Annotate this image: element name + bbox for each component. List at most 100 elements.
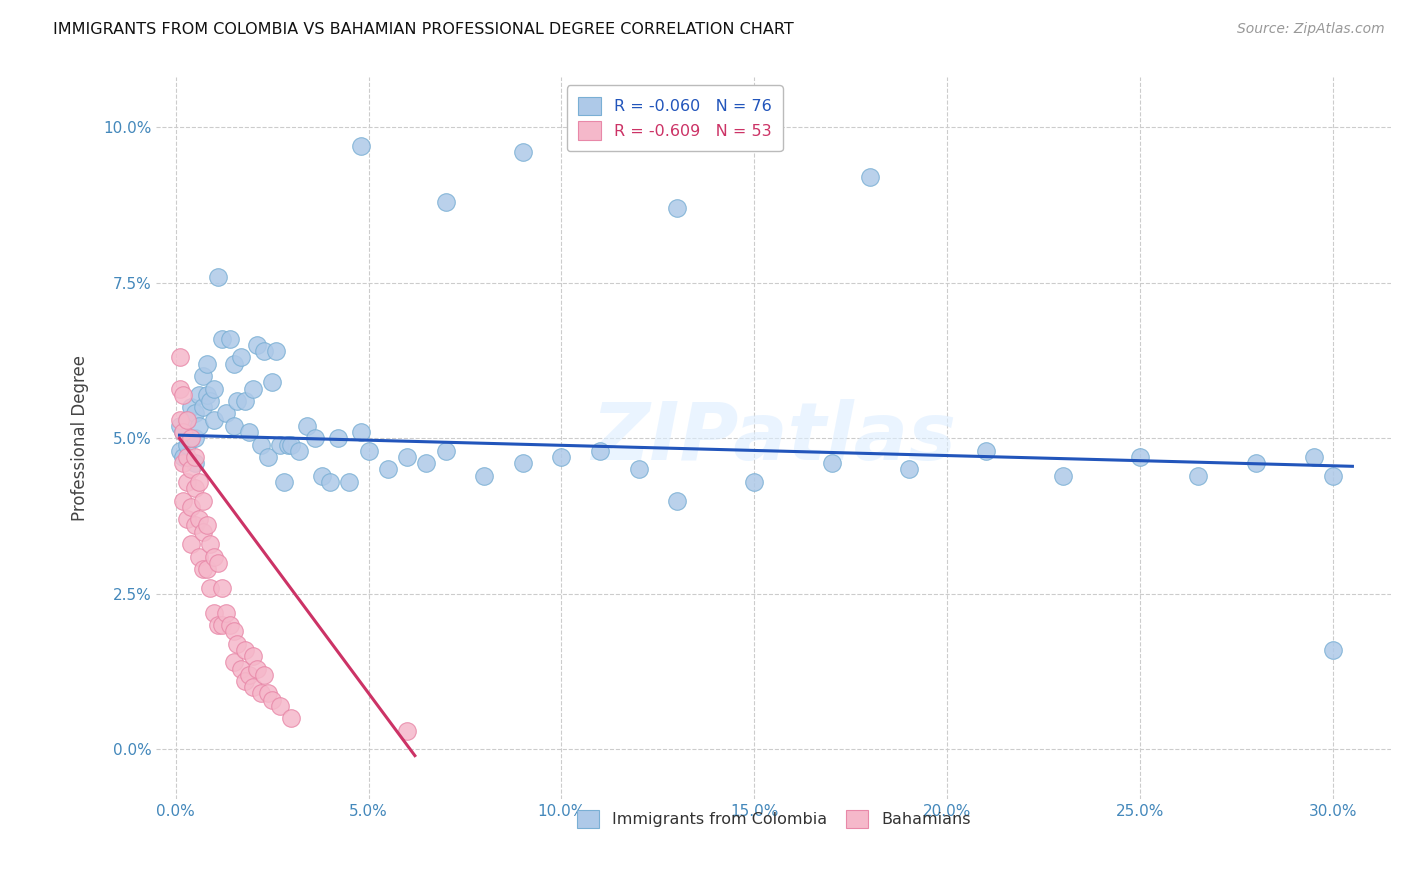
Text: IMMIGRANTS FROM COLOMBIA VS BAHAMIAN PROFESSIONAL DEGREE CORRELATION CHART: IMMIGRANTS FROM COLOMBIA VS BAHAMIAN PRO…	[53, 22, 794, 37]
Point	[280, 437, 302, 451]
Point	[200, 394, 222, 409]
Point	[304, 431, 326, 445]
Point	[1322, 643, 1344, 657]
Point	[246, 338, 269, 352]
Point	[202, 382, 225, 396]
Point	[172, 450, 194, 464]
Point	[226, 394, 249, 409]
Point	[231, 351, 253, 365]
Point	[311, 468, 333, 483]
Point	[176, 512, 198, 526]
Point	[222, 357, 245, 371]
Point	[288, 443, 311, 458]
Point	[350, 425, 373, 439]
Point	[242, 649, 264, 664]
Point	[172, 456, 194, 470]
Point	[226, 637, 249, 651]
Point	[184, 518, 207, 533]
Point	[627, 462, 650, 476]
Point	[238, 667, 260, 681]
Point	[211, 618, 233, 632]
Point	[215, 606, 238, 620]
Point	[512, 145, 534, 160]
Point	[202, 549, 225, 564]
Point	[207, 269, 229, 284]
Point	[222, 418, 245, 433]
Point	[176, 412, 198, 426]
Point	[666, 201, 689, 215]
Point	[180, 462, 202, 476]
Point	[200, 537, 222, 551]
Point	[233, 394, 256, 409]
Point	[396, 723, 419, 738]
Point	[1322, 468, 1344, 483]
Legend: Immigrants from Colombia, Bahamians: Immigrants from Colombia, Bahamians	[571, 804, 977, 835]
Point	[187, 512, 209, 526]
Point	[184, 456, 207, 470]
Point	[295, 418, 318, 433]
Point	[249, 437, 271, 451]
Point	[253, 667, 276, 681]
Point	[195, 562, 218, 576]
Point	[269, 698, 291, 713]
Point	[1129, 450, 1152, 464]
Point	[273, 475, 295, 489]
Point	[277, 437, 299, 451]
Point	[172, 493, 194, 508]
Point	[337, 475, 360, 489]
Point	[169, 382, 191, 396]
Point	[242, 680, 264, 694]
Point	[319, 475, 342, 489]
Point	[176, 437, 198, 451]
Point	[859, 169, 882, 184]
Point	[550, 450, 572, 464]
Point	[897, 462, 920, 476]
Point	[200, 581, 222, 595]
Point	[280, 711, 302, 725]
Point	[1244, 456, 1267, 470]
Point	[207, 556, 229, 570]
Point	[191, 493, 214, 508]
Point	[262, 692, 284, 706]
Point	[184, 450, 207, 464]
Point	[233, 643, 256, 657]
Point	[169, 412, 191, 426]
Point	[1302, 450, 1324, 464]
Point	[169, 418, 191, 433]
Point	[184, 431, 207, 445]
Point	[262, 376, 284, 390]
Point	[257, 686, 280, 700]
Point	[191, 369, 214, 384]
Point	[187, 475, 209, 489]
Point	[187, 388, 209, 402]
Text: ZIPatlas: ZIPatlas	[591, 400, 956, 477]
Point	[176, 475, 198, 489]
Point	[172, 425, 194, 439]
Point	[415, 456, 437, 470]
Point	[169, 351, 191, 365]
Point	[191, 524, 214, 539]
Text: Source: ZipAtlas.com: Source: ZipAtlas.com	[1237, 22, 1385, 37]
Point	[589, 443, 612, 458]
Point	[326, 431, 349, 445]
Point	[377, 462, 399, 476]
Point	[222, 624, 245, 639]
Point	[172, 388, 194, 402]
Point	[211, 581, 233, 595]
Point	[666, 493, 689, 508]
Point	[233, 673, 256, 688]
Point	[264, 344, 287, 359]
Point	[180, 500, 202, 514]
Point	[246, 661, 269, 675]
Point	[744, 475, 766, 489]
Point	[202, 412, 225, 426]
Point	[218, 618, 240, 632]
Point	[974, 443, 997, 458]
Point	[357, 443, 380, 458]
Point	[242, 382, 264, 396]
Point	[176, 412, 198, 426]
Point	[176, 450, 198, 464]
Point	[512, 456, 534, 470]
Point	[195, 388, 218, 402]
Point	[180, 431, 202, 445]
